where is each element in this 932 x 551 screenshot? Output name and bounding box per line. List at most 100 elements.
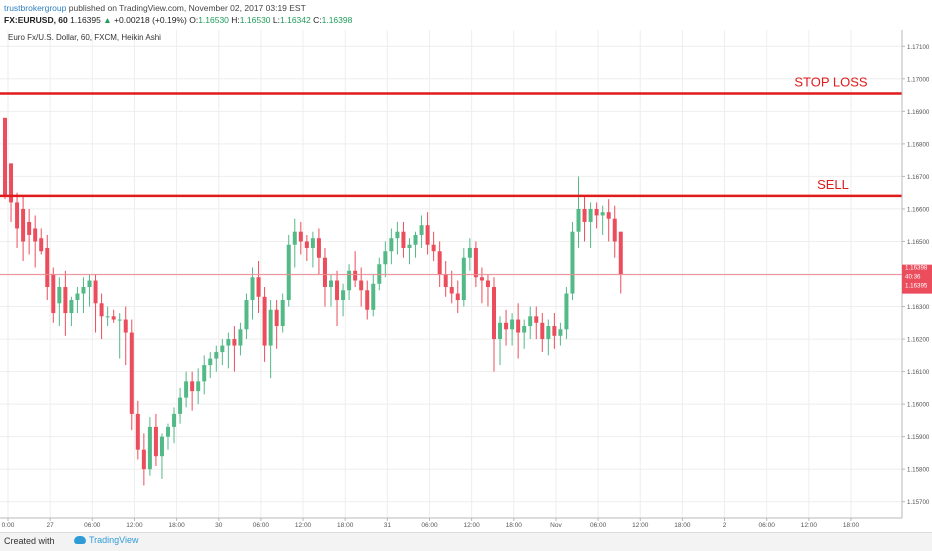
candle <box>389 228 394 265</box>
candle-body <box>165 426 170 437</box>
candle <box>576 176 581 248</box>
candle-body <box>159 436 164 457</box>
candle-body <box>244 300 249 330</box>
y-tick-label: 1.15900 <box>907 434 930 441</box>
candle-body <box>147 426 152 470</box>
candle <box>45 234 50 301</box>
ohlc-line: FX:EURUSD, 60 1.16395 ▲ +0.00218 (+0.19%… <box>4 15 352 25</box>
candle-body <box>220 345 225 353</box>
candle <box>286 234 291 307</box>
y-tick-label: 1.17000 <box>907 76 930 83</box>
candle-body <box>461 257 466 301</box>
candle <box>335 270 340 327</box>
y-tick-label: 1.15800 <box>907 467 930 474</box>
candle-body <box>407 244 412 248</box>
x-tick-label: 18:00 <box>506 522 523 529</box>
candle <box>437 241 442 288</box>
candle-body <box>280 300 285 327</box>
candle-body <box>540 322 545 340</box>
chart-header: trustbrokergroup published on TradingVie… <box>0 0 932 30</box>
y-tick-label: 1.16900 <box>907 109 930 116</box>
close-value: 1.16398 <box>321 15 353 25</box>
chart-title: Euro Fx/U.S. Dollar, 60, FXCM, Heikin As… <box>8 33 161 42</box>
tradingview-logo[interactable]: TradingView <box>74 535 139 545</box>
candles <box>3 117 623 486</box>
candle <box>27 208 32 255</box>
author-link[interactable]: trustbrokergroup <box>4 3 67 13</box>
candle-body <box>371 283 376 310</box>
candle <box>244 293 249 340</box>
candle <box>250 267 255 320</box>
candle-body <box>467 247 472 258</box>
candle <box>588 202 593 248</box>
candle-body <box>516 319 521 333</box>
candle <box>359 267 364 307</box>
candle-body <box>576 208 581 232</box>
candle-body <box>316 238 321 258</box>
candle-body <box>93 280 98 304</box>
last-price: 1.16395 <box>70 15 101 25</box>
candle <box>226 332 231 369</box>
candle <box>51 267 56 323</box>
candle-body <box>153 426 158 457</box>
candle-body <box>618 231 623 274</box>
candle-body <box>383 251 388 265</box>
candle <box>87 274 92 307</box>
candle <box>214 345 219 372</box>
level-line-label: SELL <box>817 177 849 192</box>
candle-body <box>401 231 406 248</box>
candle <box>57 277 62 327</box>
candle <box>347 264 352 301</box>
candle-body <box>226 339 231 346</box>
candle <box>256 260 261 314</box>
candle <box>498 316 503 366</box>
x-tick-label: 27 <box>47 522 55 529</box>
x-tick-label: 12:00 <box>464 522 481 529</box>
candle <box>594 202 599 229</box>
candle <box>81 277 86 314</box>
y-tick-label: 1.16000 <box>907 402 930 409</box>
x-tick-label: 12:00 <box>632 522 649 529</box>
candle <box>69 296 74 327</box>
candle-body <box>479 277 484 281</box>
candle <box>479 267 484 304</box>
x-tick-label: 2 <box>723 522 727 529</box>
y-tick-label: 1.17100 <box>907 44 930 51</box>
candle <box>461 247 466 307</box>
x-tick-label: 06:00 <box>253 522 270 529</box>
candle <box>455 280 460 314</box>
y-tick-label: 1.16300 <box>907 304 930 311</box>
candle-body <box>546 326 551 340</box>
candle-body <box>443 274 448 288</box>
y-tick-label: 1.15700 <box>907 499 930 506</box>
candle <box>178 387 183 424</box>
created-with-label: Created with <box>4 536 55 546</box>
candle-body <box>347 270 352 291</box>
level-lines: STOP LOSS SELL <box>0 74 902 198</box>
candle <box>419 215 424 248</box>
y-axis-ticks: 1.17100 1.17000 1.16900 1.16800 1.16700 1.166… <box>902 44 930 506</box>
candle <box>208 352 213 379</box>
x-tick-label: 06:00 <box>84 522 101 529</box>
x-tick-label: Nov <box>550 522 562 529</box>
candle <box>33 215 38 268</box>
symbol-label[interactable]: FX:EURUSD, 60 <box>4 15 68 25</box>
y-tick-label: 1.16100 <box>907 369 930 376</box>
price-chart[interactable]: STOP LOSS SELL 1.17100 1.17000 1.16900 1.168… <box>0 30 932 532</box>
candle-body <box>594 208 599 216</box>
candle <box>377 257 382 291</box>
candle-body <box>202 365 207 382</box>
candle-body <box>238 329 243 346</box>
candle <box>147 417 152 476</box>
candle <box>401 221 406 258</box>
candle-body <box>63 287 68 314</box>
candle-body <box>21 208 26 242</box>
candle-body <box>214 352 219 359</box>
candle-body <box>322 257 327 288</box>
candle-body <box>268 309 273 346</box>
x-tick-label: 30 <box>215 522 223 529</box>
candle-body <box>310 238 315 248</box>
x-tick-label: 12:00 <box>801 522 818 529</box>
publish-line: trustbrokergroup published on TradingVie… <box>4 3 306 13</box>
candle <box>600 205 605 235</box>
